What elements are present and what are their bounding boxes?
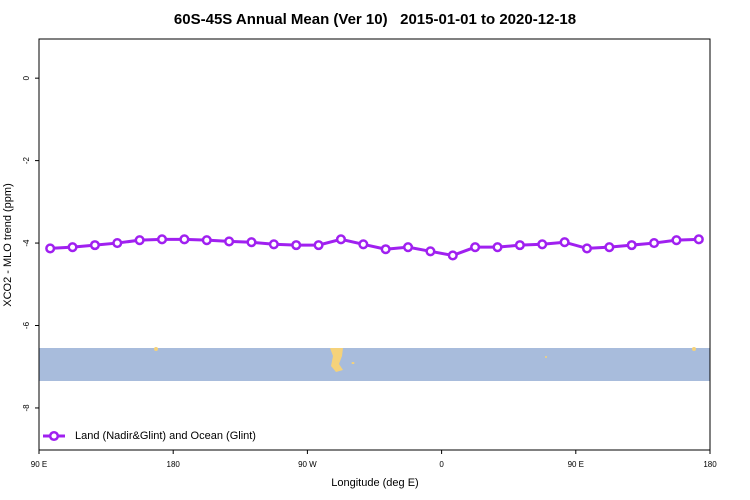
point: [626, 240, 637, 251]
land-patch: [351, 362, 355, 364]
y-tick-label: 0: [22, 75, 31, 80]
point: [112, 238, 123, 249]
x-tick-label: 90 E: [568, 460, 584, 469]
x-axis-label: Longitude (deg E): [331, 477, 418, 489]
x-tick-label: 90 W: [298, 460, 317, 469]
point: [604, 242, 615, 253]
point: [156, 234, 168, 245]
legend-marker: [48, 430, 60, 442]
point: [492, 242, 503, 253]
point: [89, 240, 100, 251]
point: [470, 242, 481, 253]
map-strip: [39, 347, 710, 381]
y-tick-label: -8: [22, 404, 31, 412]
y-axis-label: XCO2 - MLO trend (ppm): [2, 183, 14, 306]
point: [45, 243, 56, 254]
legend-label: Land (Nadir&Glint) and Ocean (Glint): [75, 430, 256, 442]
land-patch: [545, 356, 547, 358]
x-tick-label: 180: [703, 460, 717, 469]
plot-frame: [38, 38, 711, 451]
x-tick-label: 180: [167, 460, 181, 469]
land-patch: [692, 347, 696, 351]
chart-title: 60S-45S Annual Mean (Ver 10) 2015-01-01 …: [174, 11, 576, 28]
point: [335, 234, 347, 245]
point: [291, 240, 302, 251]
y-tick-label: -6: [22, 321, 31, 329]
point: [201, 235, 212, 246]
point: [693, 234, 704, 245]
land-patch: [154, 347, 158, 351]
point: [403, 242, 414, 253]
point: [179, 234, 190, 245]
y-tick-label: -2: [22, 157, 31, 165]
point: [671, 235, 682, 246]
point: [67, 242, 78, 253]
x-tick-label: 0: [439, 460, 444, 469]
series-line: [50, 237, 699, 257]
land-patch: [330, 348, 343, 372]
point: [380, 244, 391, 255]
point: [581, 243, 593, 254]
point: [537, 239, 548, 250]
point: [358, 239, 369, 250]
point: [224, 236, 235, 247]
ocean-strip: [39, 348, 710, 381]
point: [649, 238, 660, 249]
point: [246, 237, 257, 248]
point: [425, 246, 436, 257]
point: [268, 239, 279, 250]
point: [447, 250, 458, 261]
point: [134, 235, 145, 246]
x-tick-label: 90 E: [31, 460, 47, 469]
y-tick-label: -4: [22, 239, 31, 247]
point: [313, 240, 324, 251]
point: [514, 240, 525, 251]
point: [559, 237, 570, 248]
